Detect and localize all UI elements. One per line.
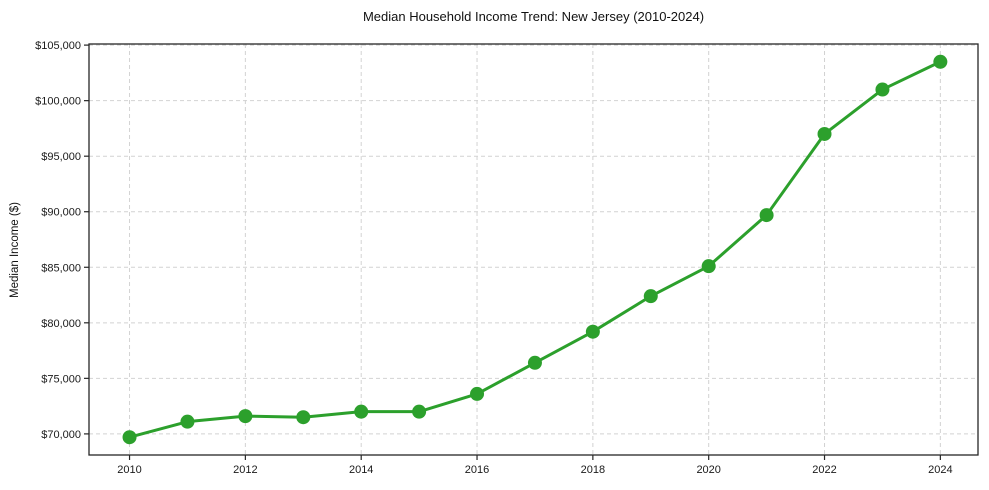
data-point-2015: [412, 404, 427, 419]
data-point-2019: [643, 289, 658, 304]
data-point-2016: [470, 386, 485, 401]
x-tick-label: 2014: [349, 464, 373, 476]
data-point-2012: [238, 409, 253, 424]
y-tick-label: $70,000: [41, 429, 81, 441]
plot-border: [88, 43, 979, 456]
data-point-2014: [354, 404, 369, 419]
data-point-2011: [180, 414, 195, 429]
y-tick-label: $90,000: [41, 207, 81, 219]
y-tick-label: $100,000: [35, 96, 81, 108]
x-tick-label: 2022: [812, 464, 836, 476]
data-point-2022: [817, 126, 832, 141]
trend-line: [128, 60, 942, 439]
x-tick-label: 2020: [696, 464, 720, 476]
y-tick-label: $80,000: [41, 318, 81, 330]
chart-title: Median Household Income Trend: New Jerse…: [362, 9, 705, 24]
x-tick-label: 2016: [465, 464, 489, 476]
x-tick-label: 2012: [233, 464, 257, 476]
data-point-2021: [759, 208, 774, 223]
data-point-2024: [933, 54, 948, 69]
y-tick-label: $105,000: [35, 40, 81, 52]
x-tick-label: 2024: [928, 464, 952, 476]
data-point-2013: [296, 410, 311, 425]
y-tick-label: $85,000: [41, 262, 81, 274]
data-point-2018: [585, 324, 600, 339]
data-point-2020: [701, 259, 716, 274]
data-point-2017: [527, 355, 542, 370]
x-tick-label: 2010: [117, 464, 141, 476]
y-tick-label: $75,000: [41, 373, 81, 385]
y-tick-label: $95,000: [41, 151, 81, 163]
x-tick-label: 2018: [581, 464, 605, 476]
data-point-2010: [122, 430, 137, 445]
data-point-2023: [875, 82, 890, 97]
